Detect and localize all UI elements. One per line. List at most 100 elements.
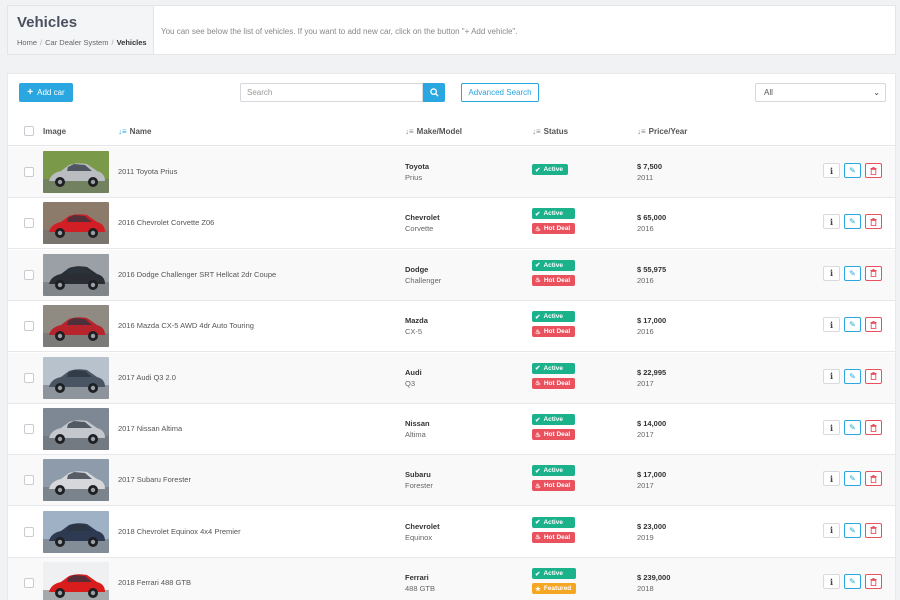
info-button[interactable]: i (823, 163, 840, 178)
delete-button[interactable] (865, 574, 882, 590)
row-checkbox[interactable] (24, 475, 34, 486)
edit-button[interactable]: ✎ (844, 522, 861, 538)
row-checkbox[interactable] (24, 424, 34, 434)
edit-button[interactable]: ✎ (844, 163, 861, 178)
info-icon: i (829, 319, 834, 330)
edit-button[interactable]: ✎ (844, 420, 861, 435)
vehicle-name[interactable]: 2018 Chevrolet Equinox 4x4 Premier (118, 526, 241, 536)
vehicle-make: Mazda (405, 316, 428, 326)
row-checkbox[interactable] (24, 167, 34, 177)
row-checkbox[interactable] (24, 269, 34, 280)
pencil-icon: ✎ (849, 166, 856, 175)
vehicle-year: 2017 (637, 430, 654, 439)
delete-button[interactable] (865, 163, 882, 178)
flame-icon: ♨ (535, 482, 541, 490)
delete-button[interactable] (865, 368, 882, 384)
check-icon: ✔ (535, 210, 541, 218)
vehicle-thumbnail[interactable] (43, 408, 109, 450)
advanced-search-button[interactable]: Advanced Search (461, 83, 539, 102)
vehicle-thumbnail[interactable] (43, 253, 109, 296)
row-checkbox[interactable] (24, 321, 34, 332)
status-badges: ✔ Active (532, 164, 568, 175)
check-icon: ✔ (535, 467, 541, 475)
row-checkbox[interactable] (24, 372, 34, 383)
column-label: Status (543, 127, 569, 136)
vehicle-thumbnail[interactable] (43, 305, 109, 348)
vehicle-model: Challenger (405, 275, 442, 285)
edit-button[interactable]: ✎ (844, 574, 861, 590)
search-button[interactable] (423, 83, 445, 102)
vehicle-year: 2011 (637, 173, 654, 182)
info-button[interactable]: i (823, 522, 840, 538)
breadcrumb-system[interactable]: Car Dealer System (45, 38, 109, 47)
column-header-status[interactable]: ↓≡ Status (532, 127, 568, 136)
sort-icon: ↓≡ (637, 127, 646, 136)
edit-button[interactable]: ✎ (844, 368, 861, 384)
vehicle-thumbnail[interactable] (43, 202, 109, 245)
check-icon: ✔ (535, 365, 541, 373)
edit-button[interactable]: ✎ (844, 214, 861, 230)
vehicle-thumbnail[interactable] (43, 151, 109, 193)
select-all-checkbox[interactable] (24, 126, 34, 136)
add-car-label: Add car (37, 88, 65, 97)
vehicle-year: 2018 (637, 584, 654, 594)
edit-button[interactable]: ✎ (844, 317, 861, 333)
delete-button[interactable] (865, 214, 882, 230)
vehicle-thumbnail[interactable] (43, 562, 109, 600)
flame-icon: ♨ (535, 225, 541, 233)
info-button[interactable]: i (823, 214, 840, 230)
vehicle-price: $ 17,000 (637, 470, 667, 480)
page-header: Vehicles Home / Car Dealer System / Vehicles… (7, 5, 896, 55)
search-input[interactable] (240, 83, 423, 102)
vehicle-year: 2016 (637, 327, 654, 337)
delete-button[interactable] (865, 265, 882, 281)
vehicle-make: Dodge (405, 264, 429, 274)
column-header-make-model[interactable]: ↓≡ Make/Model (405, 127, 462, 136)
delete-button[interactable] (865, 471, 882, 487)
flame-icon: ♨ (535, 380, 541, 388)
delete-button[interactable] (865, 522, 882, 538)
info-button[interactable]: i (823, 574, 840, 590)
status-badge-label: Hot Deal (543, 482, 571, 490)
vehicle-name[interactable]: 2016 Dodge Challenger SRT Hellcat 2dr Co… (118, 269, 277, 279)
table-row: 2011 Toyota Prius Toyota Prius ✔ Active $ 7,5… (8, 147, 895, 198)
column-header-price-year[interactable]: ↓≡ Price/Year (637, 127, 687, 136)
vehicle-year: 2017 (637, 378, 654, 388)
info-button[interactable]: i (823, 471, 840, 487)
vehicle-name[interactable]: 2016 Mazda CX-5 AWD 4dr Auto Touring (118, 321, 254, 331)
row-checkbox[interactable] (24, 218, 34, 229)
check-icon: ✔ (535, 262, 541, 270)
trash-icon (870, 577, 877, 586)
vehicle-name[interactable]: 2011 Toyota Prius (118, 167, 178, 176)
info-button[interactable]: i (823, 317, 840, 333)
vehicle-name[interactable]: 2017 Nissan Altima (118, 424, 183, 433)
edit-button[interactable]: ✎ (844, 471, 861, 487)
row-checkbox[interactable] (24, 526, 34, 537)
row-checkbox[interactable] (24, 578, 34, 589)
column-header-name[interactable]: ↓≡ Name (118, 127, 151, 136)
vehicle-thumbnail[interactable] (43, 510, 109, 553)
info-icon: i (829, 422, 834, 433)
vehicle-name[interactable]: 2018 Ferrari 488 GTB (118, 578, 191, 588)
add-car-button[interactable]: + Add car (19, 83, 73, 102)
info-button[interactable]: i (823, 420, 840, 435)
vehicle-name[interactable]: 2016 Chevrolet Corvette Z06 (118, 218, 215, 228)
vehicle-year: 2019 (637, 532, 654, 542)
edit-button[interactable]: ✎ (844, 265, 861, 281)
info-icon: i (829, 268, 834, 279)
delete-button[interactable] (865, 420, 882, 435)
delete-button[interactable] (865, 317, 882, 333)
pencil-icon: ✎ (849, 320, 856, 330)
info-button[interactable]: i (823, 368, 840, 384)
info-button[interactable]: i (823, 265, 840, 281)
vehicle-name[interactable]: 2017 Subaru Forester (118, 475, 191, 485)
status-badges: ✔ Active ♨ Hot Deal (532, 311, 576, 338)
breadcrumb-home[interactable]: Home (17, 38, 38, 47)
status-filter-select[interactable]: All ⌄ (755, 83, 886, 102)
vehicle-name[interactable]: 2017 Audi Q3 2.0 (118, 372, 176, 382)
status-badges: ✔ Active ★ Featured (532, 568, 577, 595)
vehicle-model: Equinox (405, 532, 433, 542)
vehicle-thumbnail[interactable] (43, 459, 109, 502)
vehicle-thumbnail[interactable] (43, 356, 109, 399)
sort-icon: ↓≡ (118, 127, 127, 136)
